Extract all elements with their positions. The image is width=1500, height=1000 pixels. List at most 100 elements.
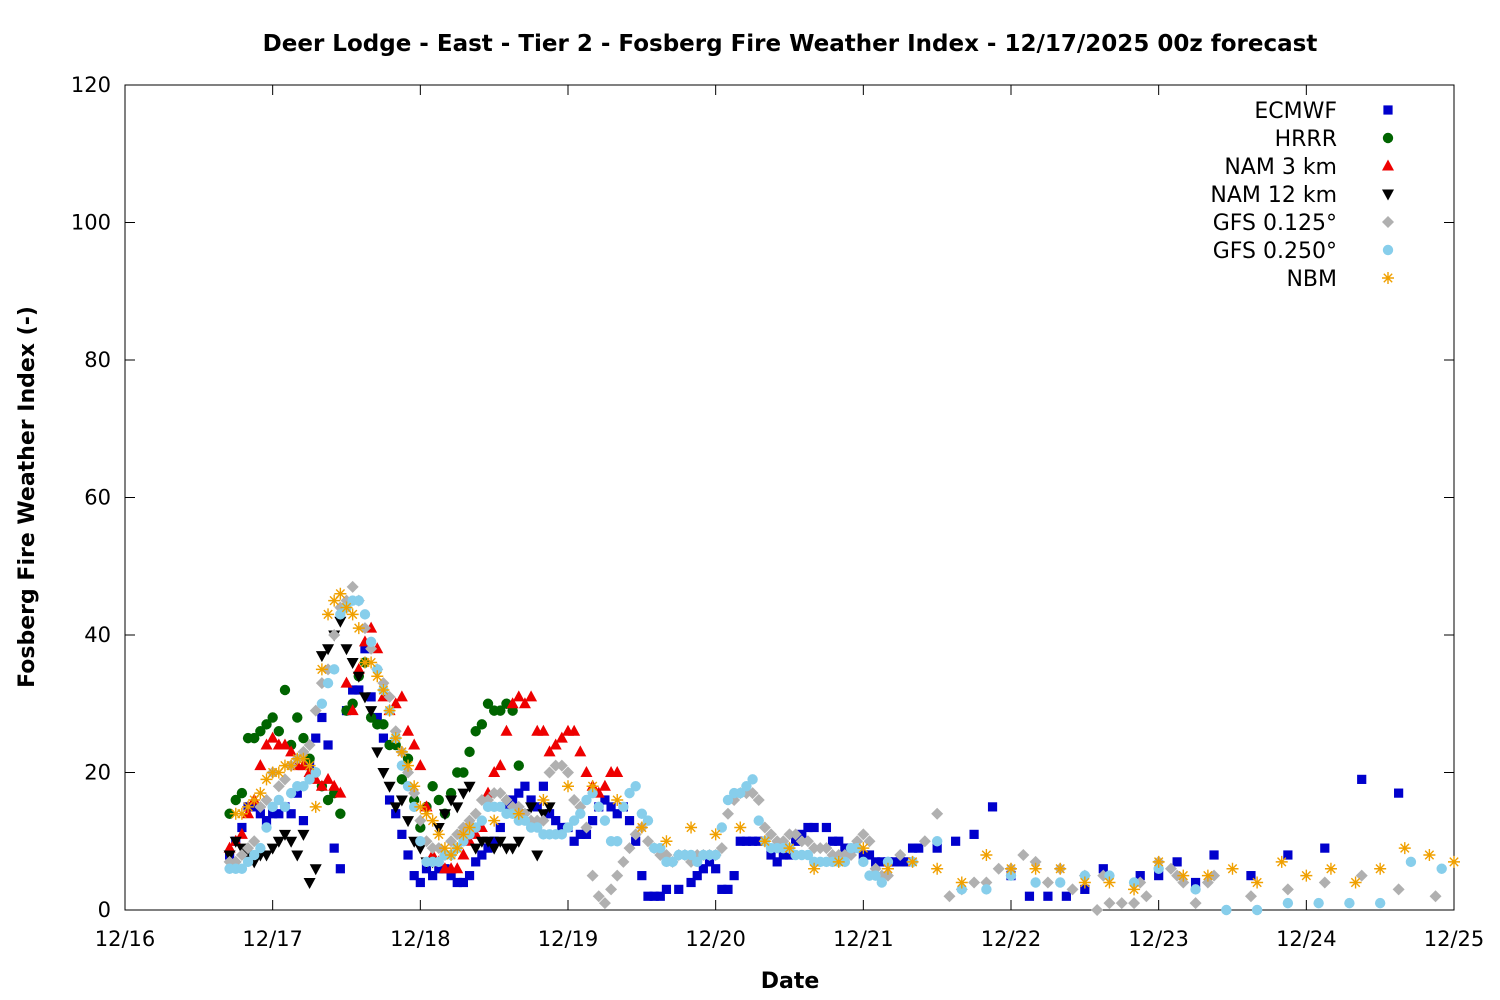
- nbm-point: [457, 828, 470, 841]
- hrrr-point: [255, 726, 266, 737]
- ecmwf-point: [1357, 774, 1367, 784]
- x-axis-label: Date: [761, 969, 820, 994]
- nbm-point: [1398, 842, 1411, 855]
- hrrr-point: [267, 712, 278, 723]
- hrrr-point: [458, 767, 469, 778]
- ecmwf-point: [421, 864, 432, 874]
- nam-12-km-point: [285, 836, 298, 848]
- nbm-point: [1054, 862, 1067, 875]
- nam-3-km-point: [568, 724, 581, 736]
- gfs-0-250-point: [981, 884, 992, 895]
- gfs-0-250-point: [1104, 870, 1115, 881]
- ecmwf-point: [655, 891, 665, 901]
- nbm-point: [1324, 862, 1337, 875]
- ecmwf-point: [840, 843, 850, 853]
- ecmwf-point: [606, 802, 616, 812]
- gfs-0-250-point: [1313, 897, 1324, 909]
- nbm-point: [254, 787, 267, 800]
- nam-3-km-point: [408, 738, 421, 750]
- nbm-point: [309, 800, 322, 813]
- ecmwf-point: [741, 836, 752, 846]
- nbm-point: [414, 800, 427, 813]
- x-tick-label: 12/18: [390, 927, 451, 951]
- nam-3-km-point: [266, 731, 279, 743]
- ecmwf-point: [366, 692, 376, 702]
- gfs-0-250-point: [433, 856, 444, 868]
- ecmwf-point: [1043, 891, 1053, 901]
- ecmwf-point: [834, 836, 844, 846]
- gfs-0-250-point: [1030, 877, 1041, 888]
- ecmwf-point: [1024, 891, 1035, 901]
- gfs-0-250-point: [1344, 897, 1355, 909]
- gfs-0-125-point: [1041, 876, 1054, 889]
- gfs-0-250-point: [322, 677, 334, 689]
- gfs-0-250-point: [255, 842, 266, 854]
- gfs-0-250-point: [1221, 904, 1232, 916]
- gfs-0-125-point: [303, 739, 316, 751]
- gfs-0-125-point: [549, 759, 562, 772]
- gfs-0-250-point: [624, 787, 635, 799]
- ecmwf-point: [360, 644, 370, 654]
- gfs-0-125-point: [346, 580, 359, 593]
- gfs-0-250-point: [802, 849, 814, 861]
- x-tick-label: 12/25: [1424, 927, 1485, 951]
- nbm-point: [488, 814, 501, 827]
- nbm-point: [371, 670, 384, 683]
- gfs-0-125-point: [1128, 897, 1141, 910]
- nbm-point: [562, 780, 574, 793]
- legend-marker-gfs-0-125: [1382, 216, 1394, 228]
- ecmwf-point: [827, 836, 838, 846]
- ecmwf-point: [686, 877, 696, 888]
- gfs-0-125-point: [992, 862, 1005, 875]
- y-tick-label: 40: [84, 623, 111, 647]
- ecmwf-point: [901, 857, 912, 867]
- ecmwf-point: [1190, 877, 1201, 888]
- legend-label-nam-3-km: NAM 3 km: [1224, 155, 1337, 180]
- hrrr-point: [292, 712, 303, 723]
- gfs-0-250-point: [304, 774, 315, 785]
- gfs-0-125-point: [1066, 883, 1079, 896]
- hrrr-point: [279, 684, 291, 696]
- gfs-0-250-point: [882, 856, 894, 868]
- gfs-0-125-point: [1429, 890, 1442, 903]
- nam-12-km-point: [457, 788, 470, 800]
- nbm-point: [1251, 876, 1264, 889]
- hrrr-point: [273, 726, 285, 737]
- nbm-point: [881, 862, 894, 875]
- nam-3-km-point: [352, 662, 365, 674]
- gfs-0-125-point: [1140, 890, 1153, 903]
- axes-group: 0 20 40 60 80 100 120 12/16 12/17 12/18 12/19 12/20…: [71, 73, 1484, 951]
- gfs-0-250-point: [1436, 863, 1447, 874]
- ecmwf-point: [809, 822, 819, 833]
- nbm-point: [906, 855, 919, 868]
- ecmwf-point: [821, 822, 832, 833]
- gfs-0-125-point: [598, 897, 611, 910]
- y-tick-label: 120: [71, 73, 111, 97]
- gfs-0-125-point: [943, 890, 956, 903]
- nam-12-km-point: [531, 850, 544, 862]
- nam-3-km-point: [414, 759, 427, 771]
- gfs-0-250-point: [298, 781, 309, 792]
- ecmwf-point: [532, 802, 542, 812]
- hrrr-point: [470, 726, 481, 737]
- ecmwf-point: [483, 843, 493, 853]
- gfs-0-250-point: [581, 794, 592, 806]
- hrrr-point: [261, 719, 272, 730]
- gfs-0-250-point: [612, 836, 623, 847]
- gfs-0-250-point: [267, 801, 278, 813]
- gfs-0-250-point: [242, 856, 254, 868]
- nam-12-km-point: [352, 671, 365, 683]
- hrrr-point: [335, 808, 346, 819]
- nbm-point: [1177, 869, 1190, 882]
- gfs-0-125-point: [1189, 897, 1202, 910]
- nam-3-km-point: [451, 862, 464, 874]
- ecmwf-point: [255, 809, 265, 819]
- nam-12-km-point: [309, 864, 322, 876]
- nam-3-km-point: [328, 779, 341, 791]
- ecmwf-point: [458, 877, 469, 888]
- gfs-0-125-point: [968, 876, 981, 889]
- gfs-0-125-point: [1318, 876, 1331, 889]
- legend-label-ecmwf: ECMWF: [1254, 99, 1337, 124]
- nbm-point: [980, 849, 993, 861]
- nbm-point: [1448, 855, 1460, 868]
